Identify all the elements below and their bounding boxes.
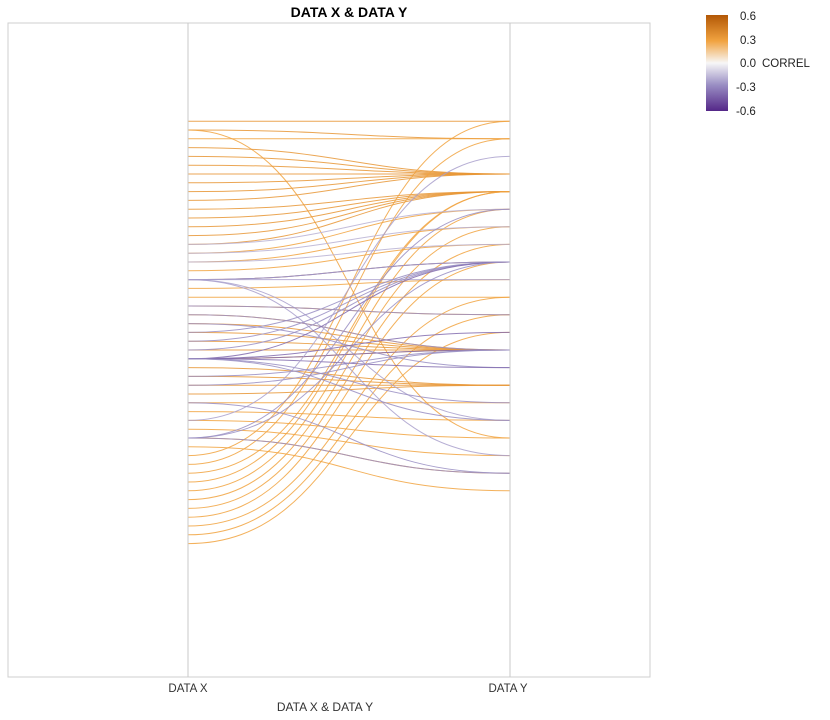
series-line-42[interactable] — [187, 191, 511, 483]
legend-color-bar — [706, 15, 728, 111]
series-line-73[interactable] — [187, 155, 511, 421]
series-line-71[interactable] — [187, 349, 511, 386]
series-line-47[interactable] — [187, 296, 511, 527]
series-line-35[interactable] — [187, 419, 511, 439]
series-line-65[interactable] — [187, 331, 511, 360]
series-line-50[interactable] — [187, 208, 511, 245]
series-line-72[interactable] — [187, 402, 511, 474]
legend-tick-neg-0-6: -0.6 — [736, 106, 756, 118]
axis-tick-data-x: DATA X — [168, 683, 208, 695]
legend-tick-0-6: 0.6 — [740, 11, 756, 23]
series-line-74[interactable] — [187, 261, 511, 439]
chart-title: DATA X & DATA Y — [291, 4, 408, 20]
series-line-69[interactable] — [187, 358, 511, 421]
x-axis-label: DATA X & DATA Y — [277, 700, 373, 714]
series-line-64[interactable] — [187, 261, 511, 360]
series-line-11[interactable] — [187, 191, 511, 210]
series-line-59[interactable] — [187, 314, 511, 351]
series-line-66[interactable] — [187, 349, 511, 360]
legend-tick-0-3: 0.3 — [740, 35, 756, 47]
series-line-48[interactable] — [187, 314, 511, 536]
axis-tick-data-y: DATA Y — [489, 683, 528, 695]
series-line-13[interactable] — [187, 191, 511, 228]
series-line-18[interactable] — [187, 243, 511, 272]
series-line-51[interactable] — [187, 226, 511, 254]
series-line-62[interactable] — [187, 261, 511, 342]
series-line-52[interactable] — [187, 243, 511, 263]
series-line-45[interactable] — [187, 243, 511, 509]
series-line-36[interactable] — [187, 428, 511, 457]
series-line-34[interactable] — [187, 411, 511, 421]
series-line-16[interactable] — [187, 208, 511, 254]
plot-frame — [7, 22, 651, 678]
series-line-54[interactable] — [187, 261, 511, 281]
series-line-76[interactable] — [187, 208, 511, 439]
legend-tick-neg-0-3: -0.3 — [736, 82, 756, 94]
series-line-68[interactable] — [187, 358, 511, 404]
series-line-14[interactable] — [187, 191, 511, 237]
series-lines — [187, 120, 511, 545]
series-line-20[interactable] — [187, 279, 511, 289]
series-line-15[interactable] — [187, 191, 511, 245]
legend-tick-0-0: 0.0 — [740, 58, 756, 70]
series-line-17[interactable] — [187, 226, 511, 263]
series-line-10[interactable] — [187, 173, 511, 201]
series-line-75[interactable] — [187, 437, 511, 474]
legend-title: CORREL — [762, 58, 811, 70]
series-line-1[interactable] — [187, 129, 511, 140]
